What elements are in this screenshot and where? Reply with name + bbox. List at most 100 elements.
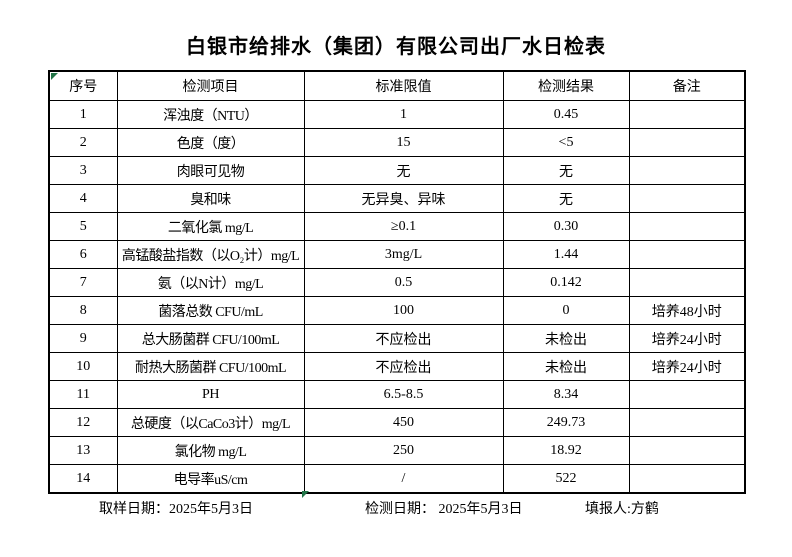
inspection-table: 序号 检测项目 标准限值 检测结果 备注 1 浑浊度（NTU） 1 0.45: [48, 70, 746, 494]
cell-limit: 不应检出: [303, 324, 504, 353]
cell-no: 6: [48, 240, 118, 269]
table-row: 1 浑浊度（NTU） 1 0.45: [48, 100, 746, 129]
cell-item: 耐热大肠菌群 CFU/100mL: [116, 352, 305, 381]
cell-limit: 不应检出: [303, 352, 504, 381]
cell-remark: [628, 464, 746, 494]
column-header-result: 检测结果: [502, 70, 630, 101]
table-row: 13 氯化物 mg/L 250 18.92: [48, 436, 746, 465]
cell-limit: /: [303, 464, 504, 494]
table-row: 8 菌落总数 CFU/mL 100 0 培养48小时: [48, 296, 746, 325]
green-bottom-triangle-icon: [302, 491, 309, 498]
cell-limit: 450: [303, 408, 504, 437]
cell-no: 5: [48, 212, 118, 241]
cell-remark: [628, 184, 746, 213]
cell-result: 522: [502, 464, 630, 494]
cell-item: 二氧化氯 mg/L: [116, 212, 305, 241]
cell-no: 1: [48, 100, 118, 129]
green-corner-triangle-icon: [51, 73, 58, 80]
cell-result: 0.30: [502, 212, 630, 241]
cell-item: 总大肠菌群 CFU/100mL: [116, 324, 305, 353]
cell-item: 浑浊度（NTU）: [116, 100, 305, 129]
column-header-no: 序号: [48, 70, 118, 101]
cell-no: 14: [48, 464, 118, 494]
cell-remark: 培养48小时: [628, 296, 746, 325]
column-header-no-label: 序号: [69, 80, 98, 95]
cell-no: 3: [48, 156, 118, 185]
table-row: 2 色度（度） 15 <5: [48, 128, 746, 157]
table-row: 5 二氧化氯 mg/L ≥0.1 0.30: [48, 212, 746, 241]
cell-limit: 无: [303, 156, 504, 185]
column-header-item: 检测项目: [116, 70, 305, 101]
cell-limit: 250: [303, 436, 504, 465]
column-header-limit: 标准限值: [303, 70, 504, 101]
cell-no: 8: [48, 296, 118, 325]
cell-result: 18.92: [502, 436, 630, 465]
cell-no: 7: [48, 268, 118, 297]
table-row: 10 耐热大肠菌群 CFU/100mL 不应检出 未检出 培养24小时: [48, 352, 746, 381]
table-row: 12 总硬度（以CaCo3计）mg/L 450 249.73: [48, 408, 746, 437]
cell-result: <5: [502, 128, 630, 157]
cell-result: 无: [502, 156, 630, 185]
table-row: 9 总大肠菌群 CFU/100mL 不应检出 未检出 培养24小时: [48, 324, 746, 353]
cell-item: 臭和味: [116, 184, 305, 213]
cell-remark: [628, 436, 746, 465]
cell-result: 未检出: [502, 352, 630, 381]
cell-remark: [628, 212, 746, 241]
cell-remark: [628, 380, 746, 409]
cell-result: 0.142: [502, 268, 630, 297]
cell-no: 4: [48, 184, 118, 213]
cell-no: 12: [48, 408, 118, 437]
cell-limit: 3mg/L: [303, 240, 504, 269]
table-row: 11 PH 6.5-8.5 8.34: [48, 380, 746, 409]
cell-item: 氯化物 mg/L: [116, 436, 305, 465]
cell-remark: [628, 408, 746, 437]
cell-limit: 0.5: [303, 268, 504, 297]
cell-no: 10: [48, 352, 118, 381]
cell-limit: ≥0.1: [303, 212, 504, 241]
cell-limit: 6.5-8.5: [303, 380, 504, 409]
column-header-remark: 备注: [628, 70, 746, 101]
cell-result: 0.45: [502, 100, 630, 129]
cell-no: 11: [48, 380, 118, 409]
sampling-date-text: 取样日期：2025年5月3日: [99, 502, 253, 517]
cell-remark: [628, 268, 746, 297]
cell-result: 8.34: [502, 380, 630, 409]
cell-result: 未检出: [502, 324, 630, 353]
cell-item: 色度（度）: [116, 128, 305, 157]
cell-remark: [628, 240, 746, 269]
test-date-text: 检测日期： 2025年5月3日: [365, 502, 523, 517]
inspection-table-container: 序号 检测项目 标准限值 检测结果 备注 1 浑浊度（NTU） 1 0.45: [48, 70, 746, 498]
cell-limit: 1: [303, 100, 504, 129]
cell-item: 氨（以N计）mg/L: [116, 268, 305, 297]
cell-result: 无: [502, 184, 630, 213]
cell-limit: 100: [303, 296, 504, 325]
cell-remark: 培养24小时: [628, 324, 746, 353]
table-row: 6 高锰酸盐指数（以O₂计）mg/L 3mg/L 1.44: [48, 240, 746, 269]
page-title: 白银市给排水（集团）有限公司出厂水日检表: [186, 36, 606, 58]
table-row: 4 臭和味 无异臭、异味 无: [48, 184, 746, 213]
cell-result: 0: [502, 296, 630, 325]
table-row: 7 氨（以N计）mg/L 0.5 0.142: [48, 268, 746, 297]
cell-remark: 培养24小时: [628, 352, 746, 381]
cell-remark: [628, 156, 746, 185]
cell-limit: 15: [303, 128, 504, 157]
cell-remark: [628, 128, 746, 157]
cell-item: 高锰酸盐指数（以O₂计）mg/L: [116, 240, 305, 269]
cell-item: 总硬度（以CaCo3计）mg/L: [116, 408, 305, 437]
cell-result: 249.73: [502, 408, 630, 437]
table-row: 14 电导率uS/cm / 522: [48, 464, 746, 494]
header-row: 序号 检测项目 标准限值 检测结果 备注: [48, 70, 746, 101]
cell-result: 1.44: [502, 240, 630, 269]
cell-item: PH: [116, 380, 305, 409]
cell-no: 2: [48, 128, 118, 157]
cell-no: 9: [48, 324, 118, 353]
cell-limit: 无异臭、异味: [303, 184, 504, 213]
cell-remark: [628, 100, 746, 129]
cell-item: 电导率uS/cm: [116, 464, 305, 494]
cell-item: 菌落总数 CFU/mL: [116, 296, 305, 325]
cell-no: 13: [48, 436, 118, 465]
table-row: 3 肉眼可见物 无 无: [48, 156, 746, 185]
cell-item: 肉眼可见物: [116, 156, 305, 185]
reporter-text: 填报人:方鹤: [585, 502, 659, 517]
